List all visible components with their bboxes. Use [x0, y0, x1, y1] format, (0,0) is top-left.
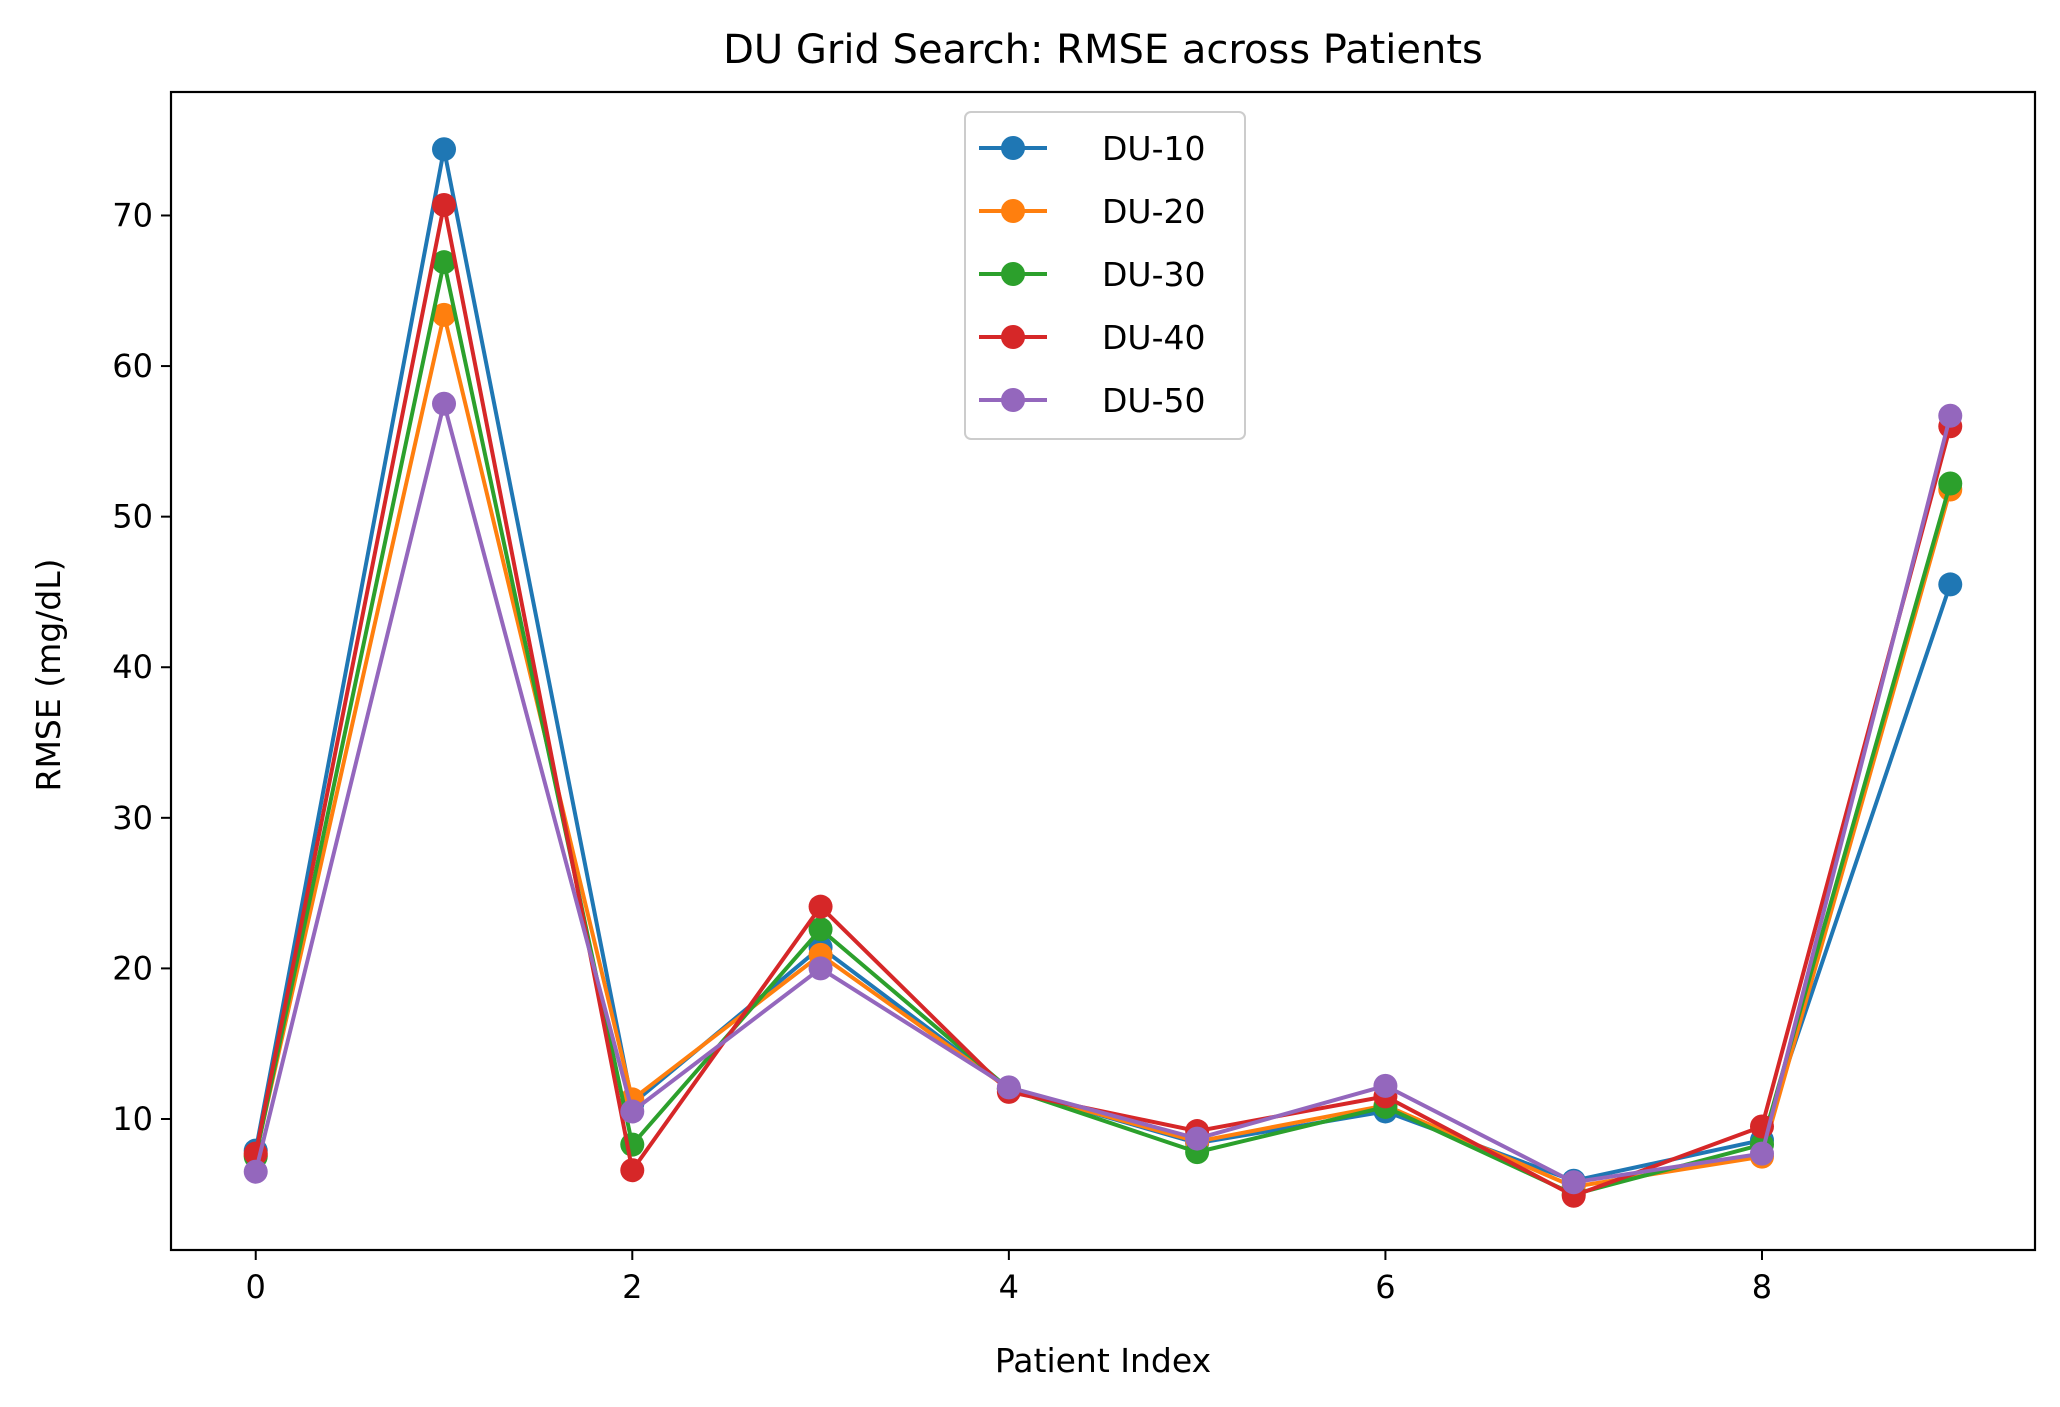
legend-item: DU-30 [979, 255, 1205, 294]
data-point [432, 391, 457, 416]
chart-title: DU Grid Search: RMSE across Patients [723, 27, 1483, 73]
x-axis-label: Patient Index [995, 1341, 1211, 1380]
data-point [432, 250, 457, 275]
data-point [1938, 471, 1963, 496]
y-tick-label: 60 [112, 347, 153, 385]
series-du-50 [243, 391, 1963, 1195]
data-point [432, 137, 457, 162]
plot-frame [169, 90, 2037, 1252]
data-point [620, 1158, 645, 1183]
y-tick-label: 40 [112, 648, 153, 686]
y-tick-label: 50 [112, 498, 153, 536]
y-tick-label: 70 [112, 196, 153, 234]
data-point [996, 1075, 1021, 1100]
legend-item: DU-40 [979, 318, 1205, 357]
data-point [1185, 1126, 1210, 1151]
data-point [808, 894, 833, 919]
data-point [1749, 1141, 1774, 1166]
data-point [432, 302, 457, 327]
data-point [808, 917, 833, 942]
legend-item: DU-20 [979, 192, 1205, 231]
legend-marker [1001, 136, 1025, 160]
data-point [243, 1159, 268, 1184]
plot-area: 0 2 4 6 8 10 20 30 40 50 60 70 [112, 90, 2037, 1306]
y-tick-label: 10 [112, 1100, 153, 1138]
legend-marker [1001, 199, 1025, 223]
data-point [1561, 1170, 1586, 1195]
x-tick-label: 2 [622, 1268, 642, 1306]
legend-item: DU-10 [979, 129, 1205, 168]
legend-label: DU-50 [1102, 381, 1205, 420]
data-point [1938, 572, 1963, 597]
data-point [620, 1099, 645, 1124]
legend-marker [1001, 325, 1025, 349]
legend-label: DU-20 [1102, 192, 1205, 231]
legend-label: DU-10 [1102, 129, 1205, 168]
legend-label: DU-30 [1102, 255, 1205, 294]
data-point [808, 956, 833, 981]
data-point [1373, 1073, 1398, 1098]
legend-box [964, 111, 1246, 440]
legend-marker [1001, 262, 1025, 286]
x-tick-label: 6 [1375, 1268, 1395, 1306]
data-point [1938, 403, 1963, 428]
y-tick-label: 30 [112, 799, 153, 837]
data-point [432, 192, 457, 217]
y-axis-label: RMSE (mg/dL) [29, 559, 68, 792]
x-tick-label: 0 [246, 1268, 266, 1306]
legend-marker [1001, 388, 1025, 412]
legend-item: DU-50 [979, 381, 1205, 420]
x-tick-label: 8 [1752, 1268, 1772, 1306]
x-tick-label: 4 [999, 1268, 1019, 1306]
series-line [253, 312, 1953, 1189]
series-line [253, 401, 1953, 1185]
legend-label: DU-40 [1102, 318, 1205, 357]
legend: DU-10 DU-20 DU-30 DU-40 DU-50 [964, 111, 1246, 440]
y-tick-label: 20 [112, 949, 153, 987]
